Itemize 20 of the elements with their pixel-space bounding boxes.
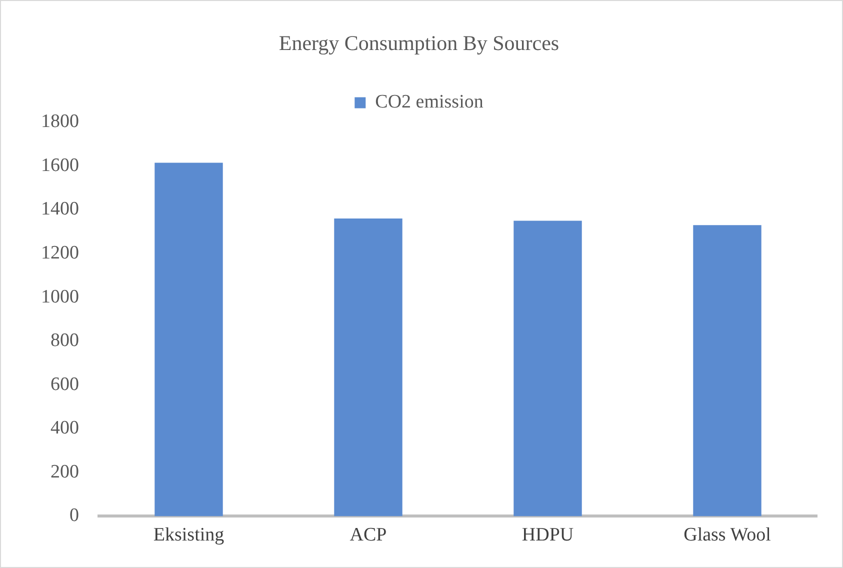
y-tick-label: 800 (50, 330, 79, 352)
bar (334, 218, 402, 516)
bar (514, 220, 582, 516)
x-tick-label: Glass Wool (684, 524, 771, 546)
x-tick-label: Eksisting (153, 524, 225, 546)
legend-label: CO2 emission (375, 92, 484, 113)
y-tick-label: 400 (50, 418, 79, 439)
y-tick-label: 1200 (41, 242, 79, 264)
y-tick-label: 1400 (41, 198, 79, 220)
y-tick-label: 1800 (41, 111, 79, 132)
y-tick-label: 1000 (41, 286, 79, 308)
y-tick-label: 200 (50, 461, 79, 482)
y-tick-label: 1600 (41, 154, 79, 176)
bar (154, 162, 223, 516)
y-tick-label: 0 (70, 505, 79, 526)
bar (693, 225, 762, 516)
x-tick-label: ACP (350, 524, 387, 546)
chart-title: Energy Consumption By Sources (278, 31, 560, 56)
x-tick-label: HDPU (522, 524, 574, 546)
y-tick-label: 600 (50, 374, 79, 395)
